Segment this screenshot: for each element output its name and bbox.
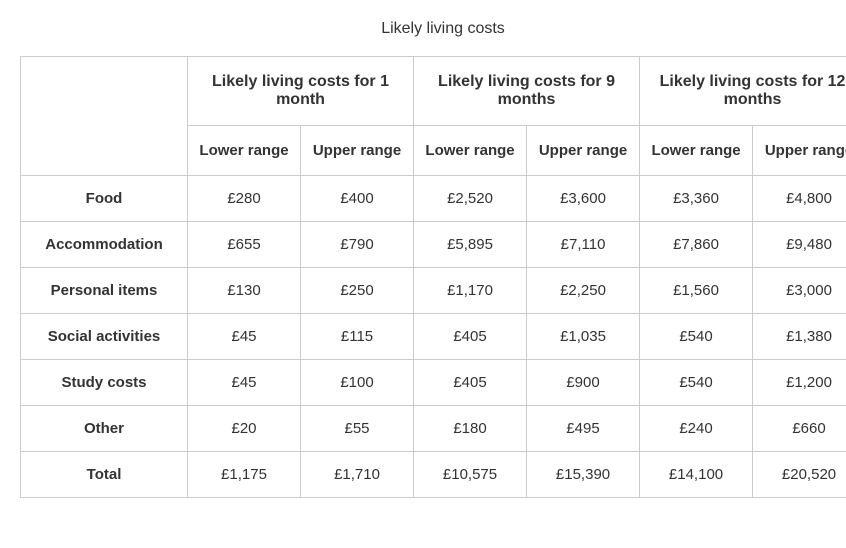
cell: £1,170 [414,268,527,314]
subheader-12m-upper: Upper range [753,126,846,176]
cell: £20,520 [753,452,846,498]
subheader-9m-lower: Lower range [414,126,527,176]
cell: £240 [640,406,753,452]
table-row: Personal items £130 £250 £1,170 £2,250 £… [21,268,846,314]
row-label-total: Total [21,452,188,498]
subheader-9m-upper: Upper range [527,126,640,176]
cell: £130 [188,268,301,314]
row-label-food: Food [21,176,188,222]
table-row: Other £20 £55 £180 £495 £240 £660 [21,406,846,452]
cell: £250 [301,268,414,314]
cell: £1,035 [527,314,640,360]
subheader-1m-lower: Lower range [188,126,301,176]
cell: £790 [301,222,414,268]
cell: £55 [301,406,414,452]
cell: £660 [753,406,846,452]
group-header-12months: Likely living costs for 12 months [640,57,846,126]
cell: £20 [188,406,301,452]
cell: £900 [527,360,640,406]
subheader-12m-lower: Lower range [640,126,753,176]
cell: £2,520 [414,176,527,222]
cell: £45 [188,360,301,406]
cell: £7,110 [527,222,640,268]
row-label-personal-items: Personal items [21,268,188,314]
cell: £2,250 [527,268,640,314]
table-row: Food £280 £400 £2,520 £3,600 £3,360 £4,8… [21,176,846,222]
row-label-study-costs: Study costs [21,360,188,406]
row-label-social-activities: Social activities [21,314,188,360]
cell: £3,360 [640,176,753,222]
cell: £14,100 [640,452,753,498]
table-container: Likely living costs Likely living costs … [20,20,846,498]
cell: £280 [188,176,301,222]
cell: £9,480 [753,222,846,268]
cell: £1,710 [301,452,414,498]
cell: £405 [414,314,527,360]
table-caption: Likely living costs [20,20,846,38]
cell: £400 [301,176,414,222]
header-row-groups: Likely living costs for 1 month Likely l… [21,57,846,126]
cell: £45 [188,314,301,360]
table-row: Accommodation £655 £790 £5,895 £7,110 £7… [21,222,846,268]
group-header-9months: Likely living costs for 9 months [414,57,640,126]
cell: £115 [301,314,414,360]
cell: £540 [640,360,753,406]
cell: £1,175 [188,452,301,498]
cell: £180 [414,406,527,452]
row-label-other: Other [21,406,188,452]
cell: £5,895 [414,222,527,268]
cell: £495 [527,406,640,452]
cell: £405 [414,360,527,406]
cell: £7,860 [640,222,753,268]
table-row: Total £1,175 £1,710 £10,575 £15,390 £14,… [21,452,846,498]
table-row: Study costs £45 £100 £405 £900 £540 £1,2… [21,360,846,406]
cell: £15,390 [527,452,640,498]
row-label-accommodation: Accommodation [21,222,188,268]
cell: £1,560 [640,268,753,314]
cell: £540 [640,314,753,360]
cell: £4,800 [753,176,846,222]
living-costs-table: Likely living costs for 1 month Likely l… [20,56,846,498]
cell: £1,200 [753,360,846,406]
group-header-1month: Likely living costs for 1 month [188,57,414,126]
cell: £3,600 [527,176,640,222]
cell: £1,380 [753,314,846,360]
cell: £100 [301,360,414,406]
blank-header-cell [21,57,188,176]
cell: £3,000 [753,268,846,314]
subheader-1m-upper: Upper range [301,126,414,176]
cell: £655 [188,222,301,268]
table-row: Social activities £45 £115 £405 £1,035 £… [21,314,846,360]
cell: £10,575 [414,452,527,498]
